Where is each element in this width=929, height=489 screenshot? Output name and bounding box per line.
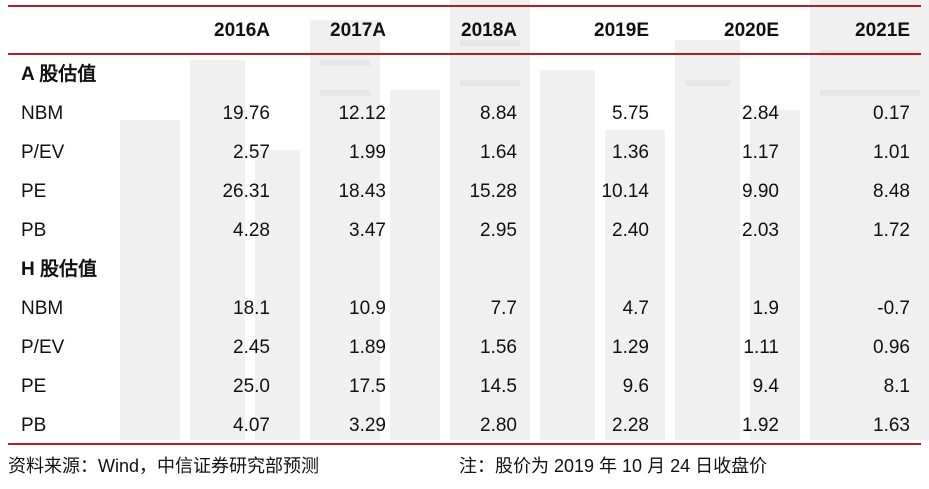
table-cell: 1.01 bbox=[873, 142, 910, 163]
row-label: PB bbox=[21, 220, 47, 241]
section-heading-h: H 股估值 bbox=[0, 250, 929, 289]
table-cell: -0.7 bbox=[877, 298, 910, 319]
table-cell: 2.40 bbox=[612, 220, 649, 241]
table-cell: 4.07 bbox=[233, 415, 270, 436]
table-cell: 12.12 bbox=[338, 103, 386, 124]
header-rule bbox=[8, 53, 921, 55]
table-cell: 4.28 bbox=[233, 220, 270, 241]
table-cell: 1.89 bbox=[349, 337, 386, 358]
row-label: NBM bbox=[21, 298, 64, 319]
table-cell: 17.5 bbox=[349, 376, 386, 397]
row-label: PE bbox=[21, 181, 47, 202]
table-cell: 5.75 bbox=[612, 103, 649, 124]
table-row: NBM 19.76 12.12 8.84 5.75 2.84 0.17 bbox=[0, 94, 929, 133]
column-header: 2017A bbox=[330, 20, 386, 41]
table-cell: 1.64 bbox=[480, 142, 517, 163]
table-row: PB 4.07 3.29 2.80 2.28 1.92 1.63 bbox=[0, 406, 929, 445]
row-label: P/EV bbox=[21, 337, 65, 358]
table-cell: 1.29 bbox=[612, 337, 649, 358]
column-header: 2019E bbox=[594, 20, 649, 41]
table-cell: 2.03 bbox=[742, 220, 779, 241]
table-row: PE 26.31 18.43 15.28 10.14 9.90 8.48 bbox=[0, 172, 929, 211]
table-cell: 2.57 bbox=[233, 142, 270, 163]
column-header: 2021E bbox=[855, 20, 910, 41]
table-cell: 14.5 bbox=[480, 376, 517, 397]
table-cell: 1.63 bbox=[873, 415, 910, 436]
table-cell: 19.76 bbox=[222, 103, 270, 124]
table-cell: 3.29 bbox=[349, 415, 386, 436]
column-header: 2018A bbox=[461, 20, 517, 41]
table-row: NBM 18.1 10.9 7.7 4.7 1.9 -0.7 bbox=[0, 289, 929, 328]
row-label: PB bbox=[21, 415, 47, 436]
table-cell: 1.9 bbox=[752, 298, 779, 319]
table-cell: 18.43 bbox=[338, 181, 386, 202]
table-cell: 25.0 bbox=[233, 376, 270, 397]
bottom-rule bbox=[8, 443, 921, 445]
table-cell: 4.7 bbox=[622, 298, 649, 319]
column-header: 2020E bbox=[724, 20, 779, 41]
table-cell: 1.72 bbox=[873, 220, 910, 241]
table-cell: 9.6 bbox=[622, 376, 649, 397]
top-rule bbox=[8, 5, 921, 7]
section-title: A 股估值 bbox=[21, 64, 97, 85]
table-cell: 1.99 bbox=[349, 142, 386, 163]
table-cell: 8.48 bbox=[873, 181, 910, 202]
table-cell: 7.7 bbox=[490, 298, 517, 319]
table-cell: 10.9 bbox=[349, 298, 386, 319]
column-header: 2016A bbox=[214, 20, 270, 41]
table-cell: 26.31 bbox=[222, 181, 270, 202]
table-cell: 9.4 bbox=[752, 376, 779, 397]
table-cell: 1.11 bbox=[743, 337, 779, 358]
table-cell: 15.28 bbox=[469, 181, 517, 202]
table-cell: 0.17 bbox=[873, 103, 910, 124]
table-cell: 1.36 bbox=[612, 142, 649, 163]
table-cell: 18.1 bbox=[233, 298, 270, 319]
section-heading-a: A 股估值 bbox=[0, 55, 929, 94]
table-row: PB 4.28 3.47 2.95 2.40 2.03 1.72 bbox=[0, 211, 929, 250]
table-row: P/EV 2.45 1.89 1.56 1.29 1.11 0.96 bbox=[0, 328, 929, 367]
table-cell: 8.1 bbox=[883, 376, 910, 397]
table-cell: 8.84 bbox=[480, 103, 517, 124]
table-cell: 0.96 bbox=[873, 337, 910, 358]
table-cell: 9.90 bbox=[742, 181, 779, 202]
table-row: P/EV 2.57 1.99 1.64 1.36 1.17 1.01 bbox=[0, 133, 929, 172]
table-cell: 2.28 bbox=[612, 415, 649, 436]
source-note: 资料来源：Wind，中信证券研究部预测 bbox=[8, 456, 320, 476]
table-cell: 1.92 bbox=[742, 415, 779, 436]
price-note: 注：股价为 2019 年 10 月 24 日收盘价 bbox=[459, 456, 768, 476]
row-label: PE bbox=[21, 376, 47, 397]
table-cell: 1.17 bbox=[742, 142, 779, 163]
table-cell: 2.84 bbox=[742, 103, 779, 124]
table-cell: 2.80 bbox=[480, 415, 517, 436]
table-cell: 2.45 bbox=[233, 337, 270, 358]
table-cell: 10.14 bbox=[601, 181, 649, 202]
table-row: PE 25.0 17.5 14.5 9.6 9.4 8.1 bbox=[0, 367, 929, 406]
section-title: H 股估值 bbox=[21, 259, 98, 280]
row-label: P/EV bbox=[21, 142, 65, 163]
table-cell: 2.95 bbox=[480, 220, 517, 241]
row-label: NBM bbox=[21, 103, 64, 124]
table-cell: 1.56 bbox=[480, 337, 517, 358]
table-cell: 3.47 bbox=[349, 220, 386, 241]
table-header: 2016A 2017A 2018A 2019E 2020E 2021E bbox=[0, 8, 929, 53]
